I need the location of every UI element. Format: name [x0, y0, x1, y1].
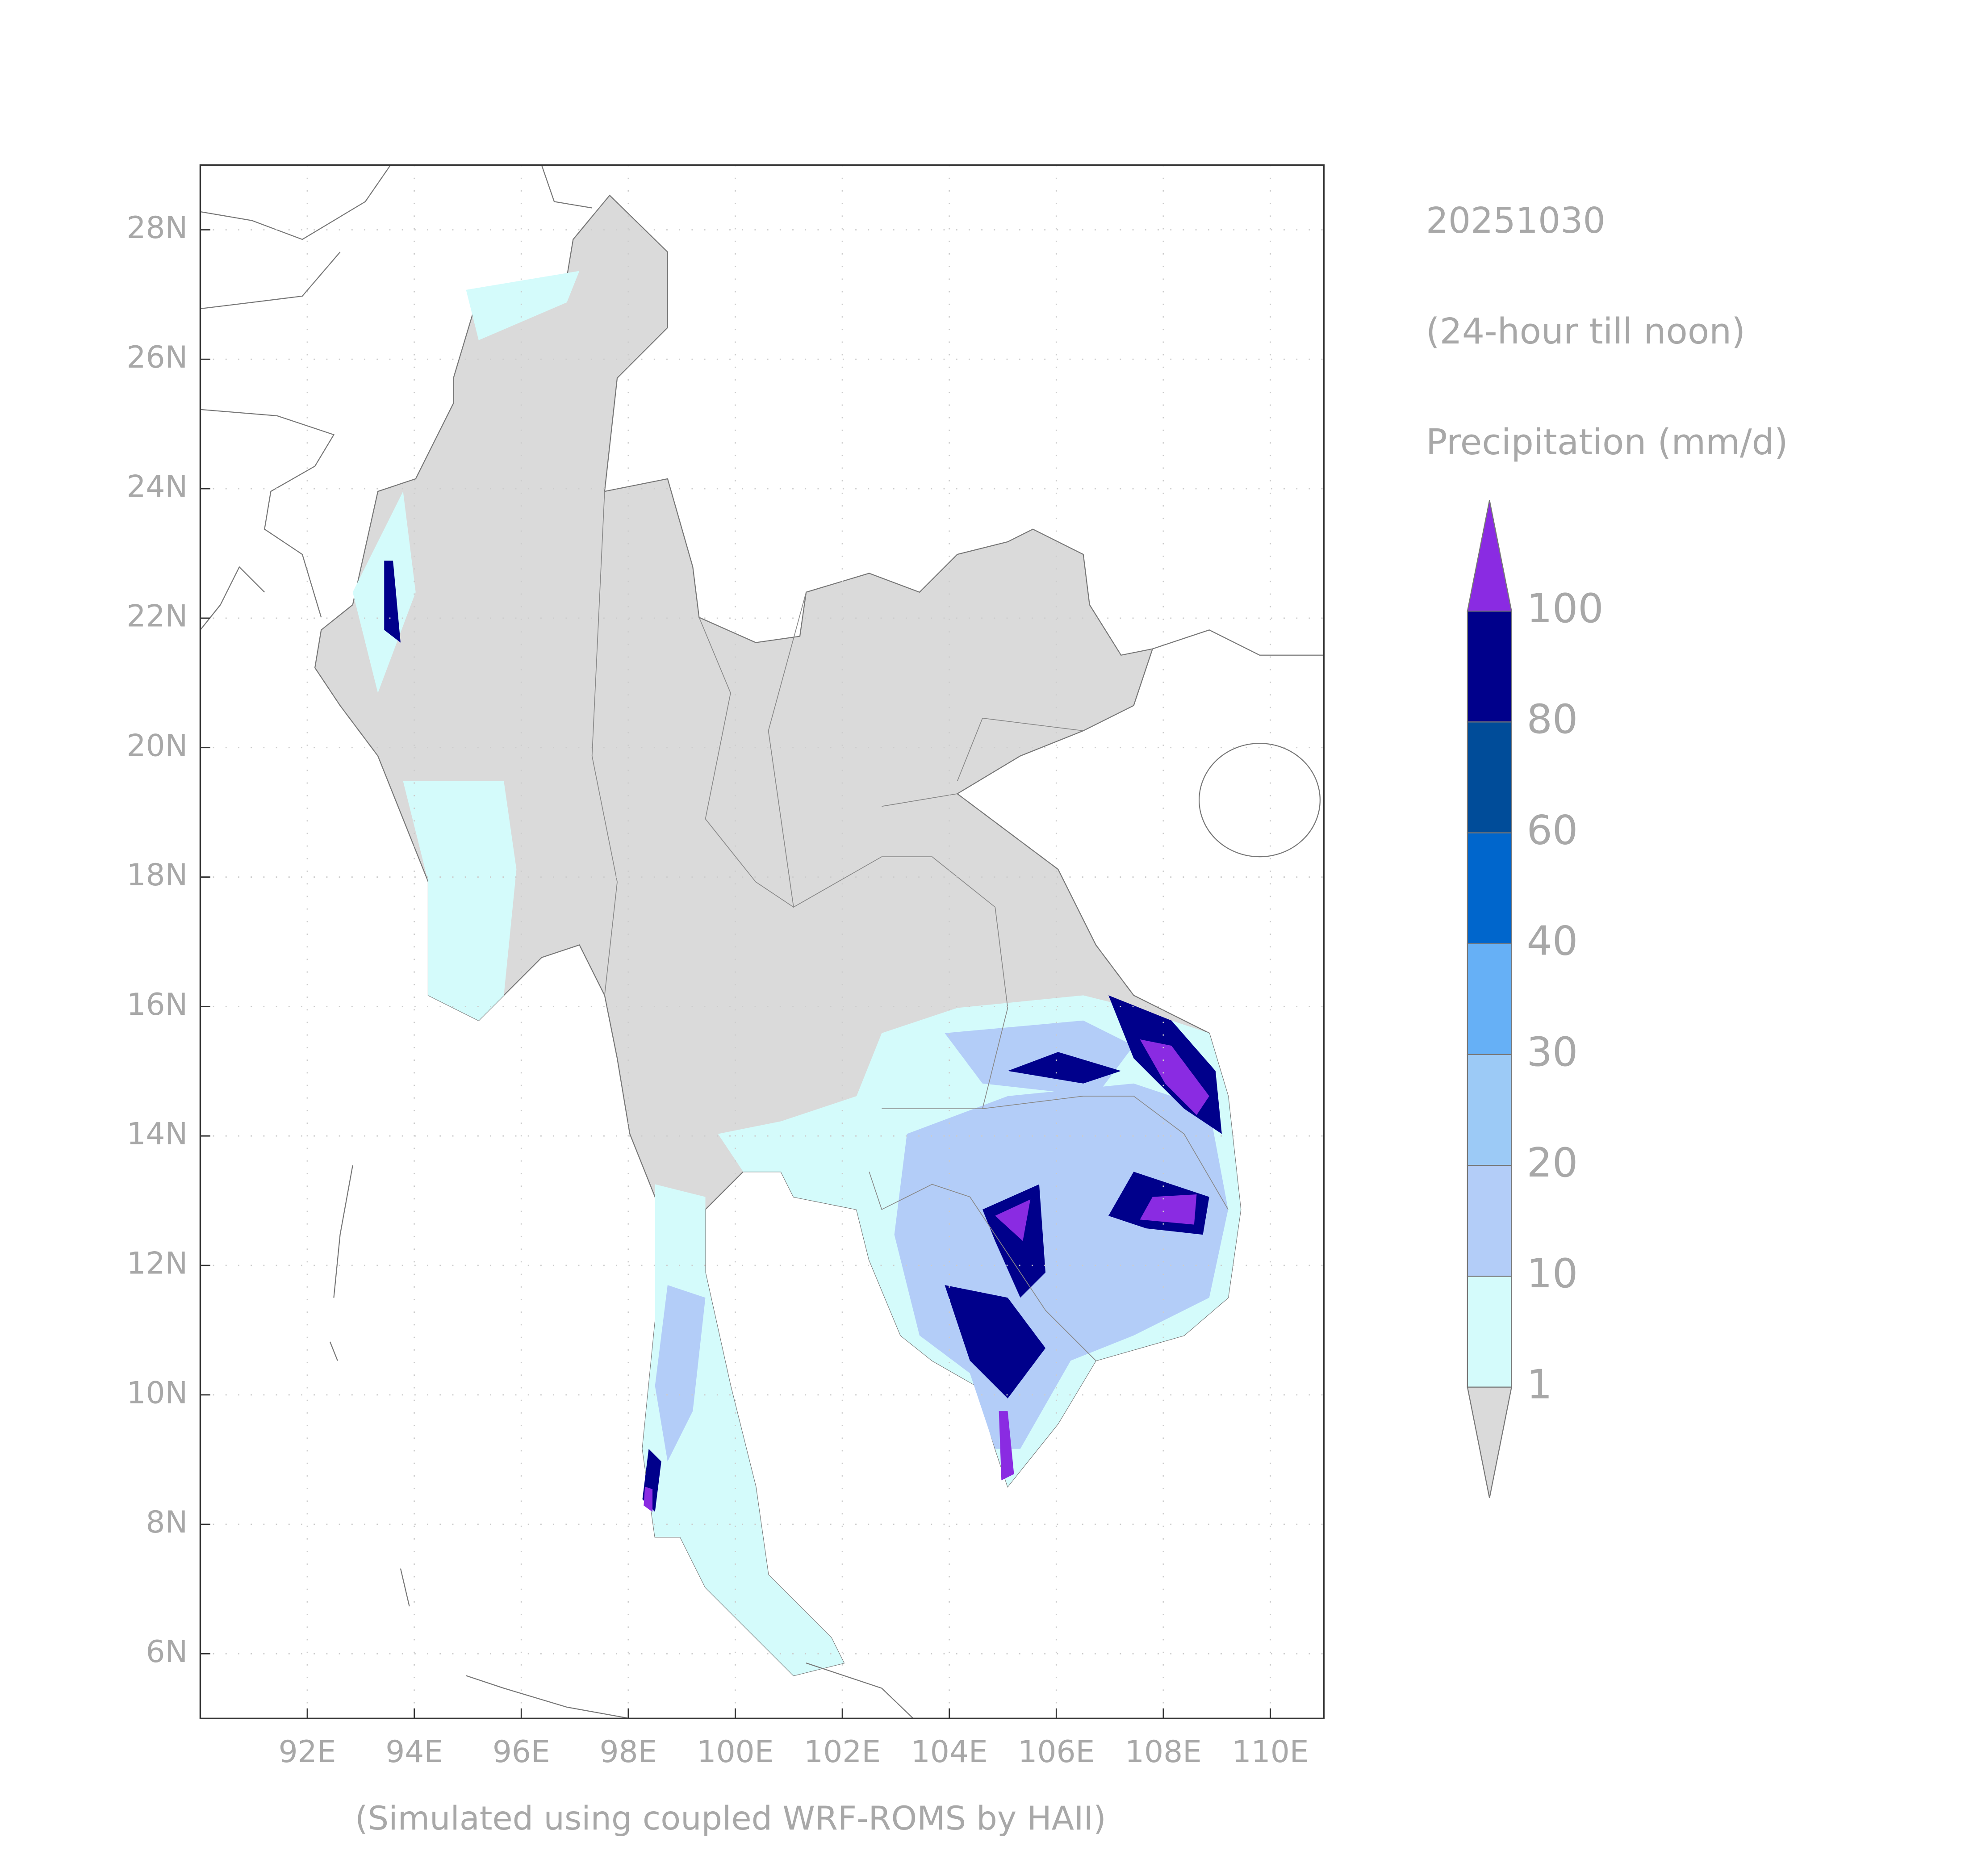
colorbar-box — [1467, 1276, 1512, 1388]
neighbor-coast — [200, 164, 592, 631]
colorbar-label: 100 — [1526, 585, 1603, 632]
coastline — [329, 629, 1324, 1719]
x-tick-label: 92E — [279, 1734, 336, 1769]
colorbar-box — [1467, 943, 1512, 1055]
x-tick-label: 102E — [804, 1734, 881, 1769]
colorbar-box — [1467, 832, 1512, 944]
colorbar-label: 60 — [1526, 807, 1578, 854]
colorbar-box — [1467, 1164, 1512, 1277]
colorbar-label: 10 — [1526, 1250, 1578, 1297]
colorbar-label: 1 — [1526, 1361, 1552, 1408]
colorbar-over — [1467, 500, 1512, 612]
colorbar-label: 30 — [1526, 1029, 1578, 1076]
heavy-rain — [384, 561, 1222, 1512]
x-tick-label: 106E — [1018, 1734, 1095, 1769]
colorbar-label: 20 — [1526, 1139, 1578, 1186]
colorbar: 1 10 20 30 40 60 80 100 — [1467, 500, 1604, 1498]
x-tick-label: 104E — [911, 1734, 988, 1769]
y-tick-label: 28N — [126, 210, 188, 245]
colorbar-box — [1467, 610, 1512, 723]
x-tick-label: 100E — [697, 1734, 774, 1769]
variable-label: Precipitation (mm/d) — [1426, 422, 1788, 463]
colorbar-box — [1467, 721, 1512, 833]
moderate-rain — [655, 1020, 1228, 1461]
hainan — [1199, 743, 1321, 858]
y-tick-label: 10N — [126, 1375, 188, 1410]
period-label: (24-hour till noon) — [1426, 311, 1745, 352]
footer: (Simulated using coupled WRF-ROMS by HAI… — [355, 1800, 1106, 1838]
x-tick-label: 96E — [493, 1734, 550, 1769]
y-tick-label: 12N — [126, 1246, 188, 1281]
y-tick-label: 14N — [126, 1116, 188, 1152]
y-tick-label: 8N — [146, 1504, 188, 1540]
colorbar-label: 80 — [1526, 696, 1578, 743]
x-tick-label: 94E — [385, 1734, 443, 1769]
y-tick-label: 6N — [146, 1634, 188, 1669]
x-tick-label: 108E — [1125, 1734, 1202, 1769]
y-tick-label: 26N — [126, 339, 188, 375]
y-tick-label: 16N — [126, 987, 188, 1022]
y-tick-label: 18N — [126, 857, 188, 892]
x-tick-label: 110E — [1232, 1734, 1309, 1769]
x-tick-label: 98E — [599, 1734, 657, 1769]
country-borders — [591, 491, 1229, 1361]
plot-frame — [199, 164, 1325, 1719]
colorbar-box — [1467, 1054, 1512, 1166]
y-tick-label: 20N — [126, 728, 188, 763]
y-tick-label: 24N — [126, 469, 188, 504]
y-tick-label: 22N — [126, 598, 188, 633]
map — [200, 164, 1324, 1719]
date-label: 20251030 — [1426, 200, 1605, 241]
colorbar-label: 40 — [1526, 918, 1578, 965]
